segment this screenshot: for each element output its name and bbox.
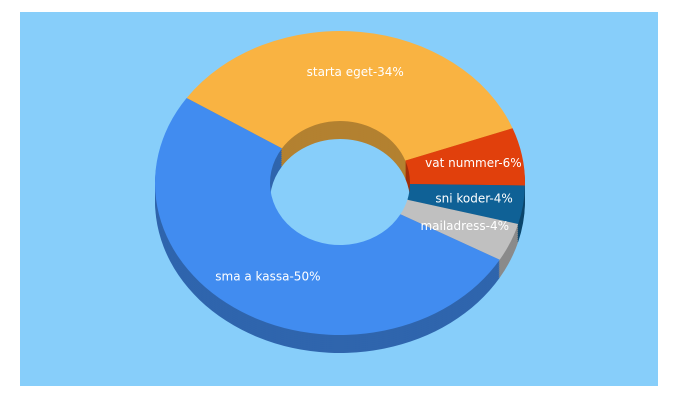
slice (405, 128, 526, 186)
data-label: mailadress-4% (420, 219, 509, 233)
slice (155, 98, 500, 335)
data-label: sni koder-4% (435, 191, 512, 205)
slice (407, 184, 525, 224)
slice (400, 199, 519, 260)
data-label: starta eget-34% (307, 65, 404, 79)
data-label: vat nummer-6% (425, 156, 521, 170)
labels: starta eget-34% vat nummer-6% sni koder-4%… (215, 65, 521, 283)
data-label: sma a kassa-50% (215, 269, 320, 283)
slice (186, 30, 513, 161)
slices (155, 30, 526, 335)
